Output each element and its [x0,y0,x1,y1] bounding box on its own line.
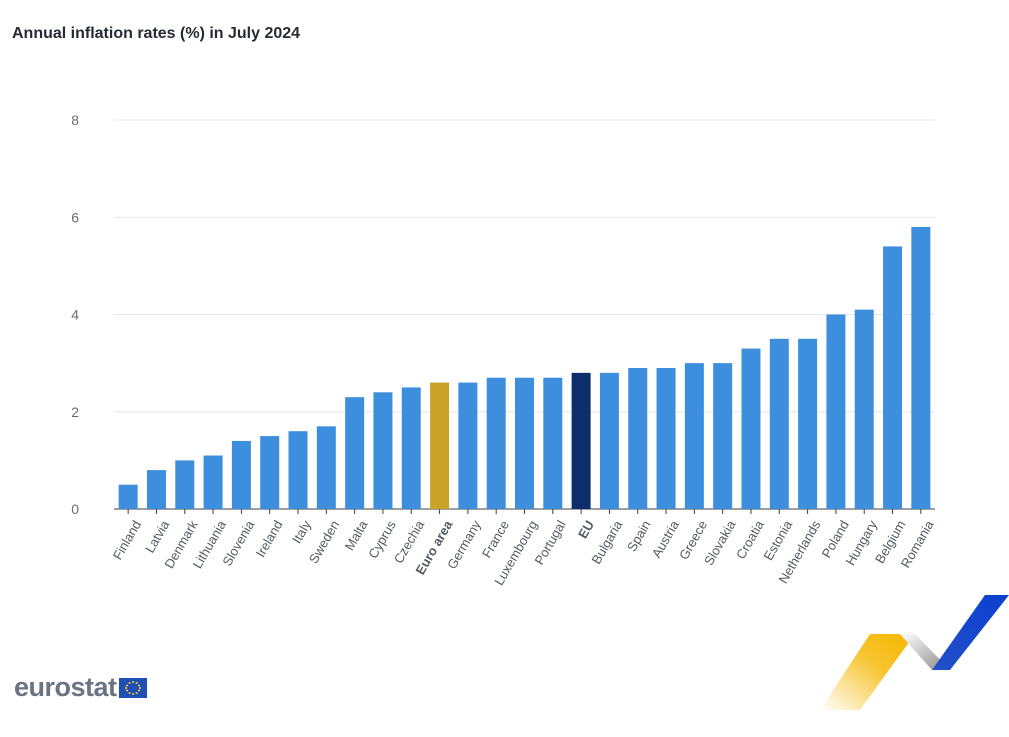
bar [543,377,563,509]
x-tick-label: EU [575,518,597,541]
logo-text: eurostat [14,672,117,702]
bar [769,338,789,509]
bar [373,392,393,509]
bar [515,377,534,509]
bar [628,367,648,509]
x-tick-label: Latvia [142,517,173,555]
x-tick-label: Ireland [253,518,286,560]
bar [288,431,308,509]
y-tick-label: 0 [71,501,79,517]
bar [146,470,166,509]
y-tick-label: 8 [71,112,79,128]
bar [118,484,138,509]
bar [203,455,223,509]
bar [854,309,874,509]
bar [826,314,846,509]
eurostat-logo: eurostat [14,672,147,703]
bar [798,338,818,509]
eu-flag-icon [118,677,147,698]
x-tick-label: Italy [289,517,314,546]
y-tick-label: 6 [71,209,79,225]
chart-title: Annual inflation rates (%) in July 2024 [12,25,301,42]
bar [175,460,195,509]
bar [571,372,591,509]
bar [401,387,421,509]
bar [911,226,931,509]
y-tick-label: 4 [71,307,79,323]
bar [741,348,761,509]
bar-chart: 02468FinlandLatviaDenmarkLithuaniaSloven… [71,112,937,588]
bar [316,426,336,509]
bar [430,382,450,509]
bar [599,372,619,509]
bar [684,363,704,509]
bar [713,363,733,509]
eurostat-chevron-graphic [820,595,1009,710]
x-tick-label: Spain [624,518,654,554]
bar [260,436,280,509]
x-tick-label: Finland [110,518,144,562]
bar [656,367,676,509]
bar [883,246,903,510]
bar [486,377,506,509]
x-tick-label: Malta [342,517,371,553]
bar [231,440,251,509]
y-tick-label: 2 [71,404,79,420]
bar [458,382,478,509]
bar [345,397,365,509]
